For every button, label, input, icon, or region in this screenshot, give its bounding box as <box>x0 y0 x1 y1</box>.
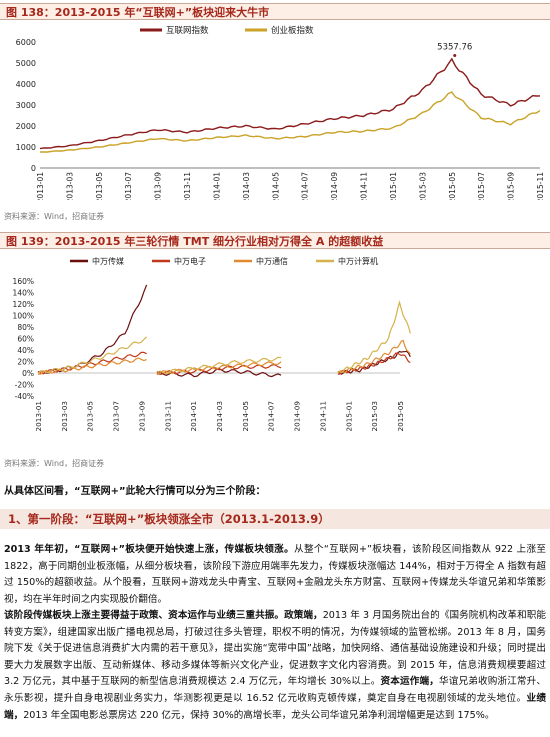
y-tick-label: 60% <box>17 335 34 344</box>
series-line <box>37 284 148 374</box>
x-tick-label: 2015-03 <box>370 401 379 432</box>
y-tick-label: 1000 <box>16 143 36 152</box>
series-line <box>37 336 148 374</box>
paragraph-2-lead3: 业绩端， <box>4 692 546 721</box>
legend-label: 中万通信 <box>256 256 288 266</box>
intro-text: 从具体区间看，“互联网+”此轮大行情可以分为三个阶段： <box>4 486 266 497</box>
figure-139-chart: 中万传媒 中万电子 中万通信 中万计算机 -40% -20% 0% 20% 40% 60% 80% 1… <box>13 256 411 432</box>
series-line <box>37 357 147 375</box>
x-tick-label: 2013-09 <box>154 172 163 200</box>
y-tick-label: -40% <box>15 392 34 401</box>
x-tick-label: 2015-01 <box>344 401 353 432</box>
x-tick-label: 2014-05 <box>271 172 280 200</box>
paragraph-2-body3: 2013 年全国电影总票房达 220 亿元，保持 30%的高增长率，龙头公司华谊… <box>23 709 495 721</box>
x-tick-label: 2014-01 <box>189 401 198 432</box>
x-tick-label: 2014-11 <box>318 401 327 432</box>
y-tick-label: 2000 <box>16 122 36 131</box>
y-tick-label: 5000 <box>16 59 36 68</box>
y-tick-label: 40% <box>17 346 34 355</box>
x-tick-label: 2013-05 <box>86 401 95 432</box>
figure-138-title: 图 138：2013-2015 年“互联网+”板块迎来大牛市 <box>0 3 550 20</box>
paragraph-1: 2013 年年初，“互联网+”板块便开始快速上涨，传媒板块领涨。从整个“互联网+… <box>4 542 546 608</box>
x-tick-label: 2015-11 <box>536 172 545 200</box>
y-tick-label: 100% <box>13 312 34 321</box>
x-tick-label: 2013-11 <box>183 172 192 200</box>
legend-label: 互联网指数 <box>166 25 209 36</box>
figure-138-chart: 互联网指数 创业板指数 0 1000 2000 3000 4000 5000 6000 2013-… <box>16 25 545 200</box>
x-tick-label: 2014-11 <box>360 172 369 200</box>
y-tick-label: 3000 <box>16 101 36 110</box>
x-tick-label: 2014-09 <box>293 401 302 432</box>
section-heading: 1、第一阶段：“互联网+”板块领涨全市（2013.1-2013.9） <box>0 509 550 529</box>
legend-label: 创业板指数 <box>271 25 314 36</box>
legend-label: 中万电子 <box>174 256 206 266</box>
peak-point <box>453 53 457 57</box>
figure-139-source: 资料来源：Wind，招商证券 <box>4 459 105 468</box>
x-tick-label: 2013-11 <box>163 401 172 432</box>
series-line <box>37 351 147 375</box>
series-line <box>337 300 411 374</box>
x-tick-label: 2014-07 <box>301 172 310 200</box>
y-tick-label: 80% <box>17 323 34 332</box>
series-line <box>337 339 411 374</box>
x-tick-label: 2013-01 <box>36 172 45 200</box>
x-tick-label: 2014-03 <box>242 172 251 200</box>
y-tick-label: 0 <box>31 164 36 173</box>
y-tick-label: 20% <box>17 358 34 367</box>
x-tick-label: 2014-05 <box>241 401 250 432</box>
x-tick-label: 2013-01 <box>34 401 43 432</box>
y-tick-label: -20% <box>15 381 34 390</box>
y-tick-label: 6000 <box>16 38 36 47</box>
figure-138-source: 资料来源：Wind，招商证券 <box>4 212 105 221</box>
x-tick-label: 2013-03 <box>65 172 74 200</box>
paragraph-2-body2: 华谊兄弟收购浙江常升、永乐影视，提升自身电视剧业务实力，华测影视更是以 16.5… <box>4 676 546 704</box>
x-tick-label: 2013-05 <box>95 172 104 200</box>
x-tick-label: 2014-03 <box>215 401 224 432</box>
x-tick-label: 2013-09 <box>137 401 146 432</box>
paragraph-2-lead: 该阶段传媒板块上涨主要得益于政策、资本运作与业绩三重共振。政策端， <box>4 610 323 621</box>
paragraph-2-body: 2013 年 3 月国务院出台的《国务院机构改革和职能转变方案》，组建国家出版广… <box>4 610 546 688</box>
x-tick-label: 2013-03 <box>60 401 69 432</box>
legend-label: 中万计算机 <box>338 256 378 266</box>
series-line <box>39 91 541 153</box>
peak-annotation: 5357.76 <box>437 42 472 52</box>
x-tick-label: 2015-07 <box>477 172 486 200</box>
y-tick-label: 4000 <box>16 80 36 89</box>
legend-label: 中万传媒 <box>92 256 124 266</box>
y-tick-label: 120% <box>13 300 34 309</box>
y-tick-label: 140% <box>13 289 34 298</box>
x-tick-label: 2014-01 <box>212 172 221 200</box>
series-line <box>337 350 411 375</box>
x-tick-label: 2013-07 <box>124 172 133 200</box>
x-tick-label: 2015-05 <box>396 401 405 432</box>
x-tick-label: 2015-05 <box>448 172 457 200</box>
paragraph-2-lead2: 资本运作端， <box>380 676 439 688</box>
x-tick-label: 2014-07 <box>267 401 276 432</box>
paragraph-2: 该阶段传媒板块上涨主要得益于政策、资本运作与业绩三重共振。政策端，2013 年 … <box>4 608 546 724</box>
paragraph-1-lead: 2013 年年初，“互联网+”板块便开始快速上涨，传媒板块领涨。 <box>4 544 295 555</box>
x-tick-label: 2014-09 <box>330 172 339 200</box>
x-tick-label: 2015-01 <box>389 172 398 200</box>
series-line <box>156 356 282 375</box>
series-line <box>39 57 541 150</box>
paragraph-1-body: 从整个“互联网+”板块看，该阶段区间指数从 922 上涨至 1822，高于同期创… <box>4 544 546 605</box>
x-tick-label: 2015-03 <box>418 172 427 200</box>
x-tick-label: 2013-07 <box>112 401 121 432</box>
series-line <box>337 352 411 375</box>
y-tick-label: 160% <box>13 277 34 286</box>
figure-139-title: 图 139：2013-2015 年三轮行情 TMT 细分行业相对万得全 A 的超… <box>0 232 550 249</box>
x-tick-label: 2015-09 <box>507 172 516 200</box>
y-tick-label: 0% <box>22 369 34 378</box>
